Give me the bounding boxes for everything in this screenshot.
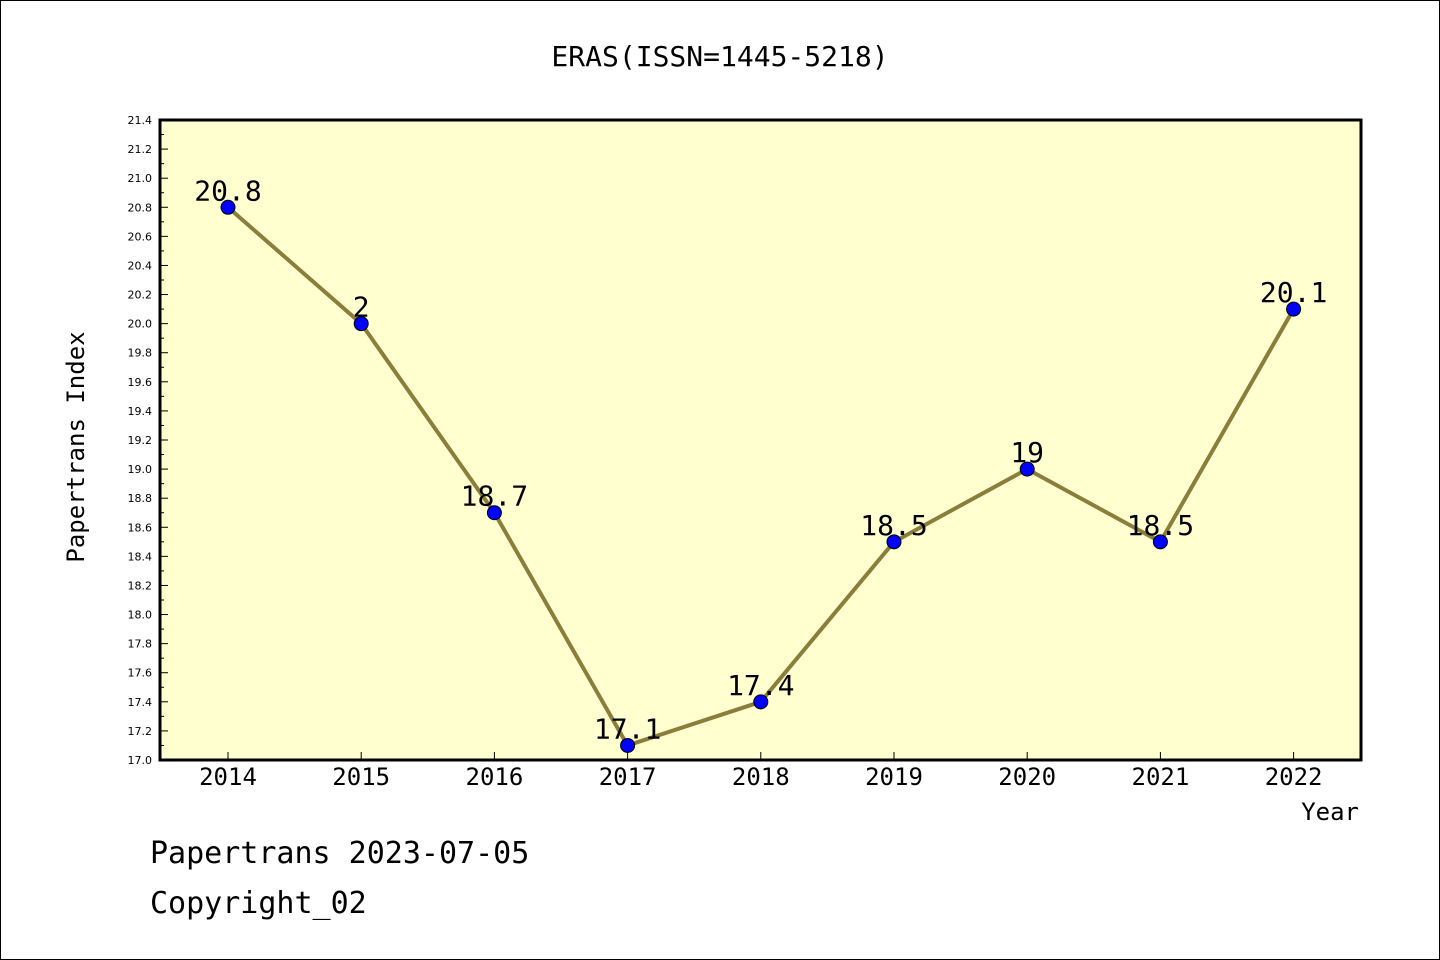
y-tick-label: 20.4	[128, 259, 153, 272]
y-tick-label: 18.4	[128, 550, 153, 563]
plot-area	[160, 120, 1361, 760]
y-tick-label: 21.4	[128, 114, 153, 127]
data-label: 20.8	[194, 174, 261, 207]
y-tick-label: 19.8	[128, 347, 153, 360]
y-tick-label: 17.8	[128, 638, 153, 651]
plot-border	[158, 118, 1363, 762]
x-tick-label: 2020	[998, 763, 1056, 791]
data-point-marker	[620, 737, 636, 753]
data-point-marker	[886, 534, 902, 550]
y-tick-label: 17.0	[128, 754, 153, 767]
y-tick-label: 18.0	[128, 609, 153, 622]
data-point-marker	[1019, 461, 1035, 477]
y-tick-label: 19.0	[128, 463, 153, 476]
x-tick-label: 2015	[332, 763, 390, 791]
data-point-marker	[220, 199, 236, 215]
data-label: 20.1	[1260, 276, 1327, 309]
x-tick-label: 2017	[599, 763, 657, 791]
y-tick-label: 17.4	[128, 696, 153, 709]
y-tick-label: 18.2	[128, 579, 153, 592]
y-tick-label: 18.8	[128, 492, 153, 505]
y-axis-title: Papertrans Index	[62, 331, 90, 562]
data-label: 18.7	[461, 480, 528, 513]
data-point-marker	[1152, 534, 1168, 550]
x-tick-label: 2016	[466, 763, 524, 791]
y-tick-label: 21.0	[128, 172, 153, 185]
x-axis-title: Year	[1301, 798, 1359, 826]
y-tick-label: 17.6	[128, 667, 153, 680]
data-label: 18.5	[860, 509, 927, 542]
data-label: 19	[1010, 436, 1044, 469]
y-tick-label: 20.0	[128, 318, 153, 331]
data-label: 18.5	[1127, 509, 1194, 542]
data-label: 2	[353, 291, 370, 324]
x-tick-label: 2021	[1132, 763, 1190, 791]
y-tick-label: 21.2	[128, 143, 153, 156]
y-tick-label: 20.2	[128, 289, 153, 302]
data-point-marker	[753, 694, 769, 710]
y-tick-label: 20.8	[128, 201, 153, 214]
x-tick-label: 2022	[1265, 763, 1323, 791]
footer-copyright: Copyright_02	[150, 886, 367, 921]
axis-ticks: 17.0 17.2 17.4 17.6 17.8 18.0 18.2 18.4 18.6 18.8…	[128, 114, 1323, 791]
chart-title: ERAS(ISSN=1445-5218)	[551, 40, 888, 73]
y-tick-label: 19.6	[128, 376, 153, 389]
y-tick-label: 19.2	[128, 434, 153, 447]
y-tick-label: 20.6	[128, 230, 153, 243]
data-label: 17.1	[594, 712, 661, 745]
x-tick-label: 2014	[199, 763, 257, 791]
y-tick-label: 19.4	[128, 405, 153, 418]
data-point-marker	[1286, 301, 1302, 317]
x-tick-label: 2018	[732, 763, 790, 791]
footer-credit: Papertrans 2023-07-05	[150, 836, 530, 871]
data-point-marker	[353, 316, 369, 332]
data-label: 17.4	[727, 669, 794, 702]
series-group: 20.8 2 18.7 17.1 17.4 18.5 19 18.5 20.1	[194, 174, 1327, 753]
y-tick-label: 18.6	[128, 521, 153, 534]
x-tick-label: 2019	[865, 763, 923, 791]
data-point-marker	[486, 505, 502, 521]
y-tick-label: 17.2	[128, 725, 153, 738]
